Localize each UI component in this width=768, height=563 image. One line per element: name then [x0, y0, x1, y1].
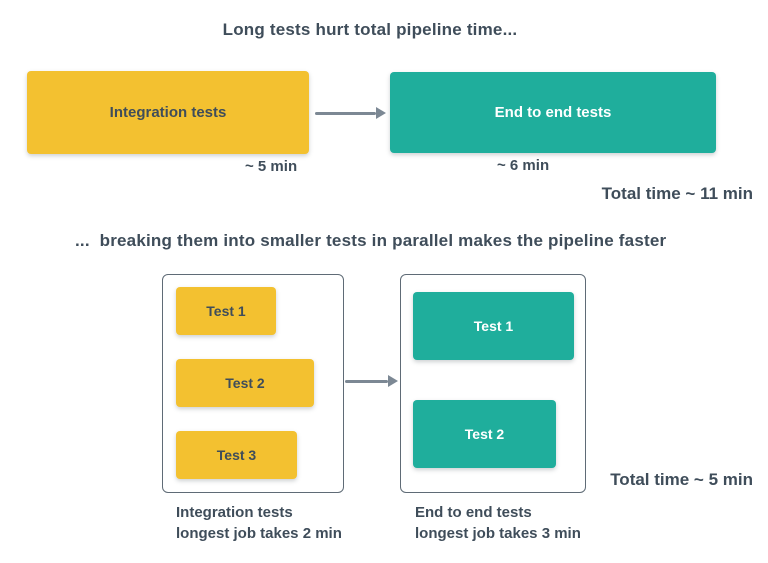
integration-group-caption: Integration tests longest job takes 2 mi…: [176, 502, 342, 544]
integration-test-1-label: Test 1: [206, 303, 246, 319]
arrow-head: [388, 375, 398, 387]
end-to-end-tests-box: End to end tests: [390, 72, 716, 153]
section1-title: Long tests hurt total pipeline time...: [222, 20, 518, 39]
flow-arrow-icon: [315, 107, 386, 119]
e2e-test-1-label: Test 1: [473, 318, 514, 334]
e2e-group-caption: End to end tests longest job takes 3 min: [415, 502, 581, 544]
e2e-caption-line2: longest job takes 3 min: [415, 525, 581, 542]
arrow-shaft: [315, 111, 376, 115]
integration-test-3-box: Test 3: [176, 431, 297, 479]
e2e-test-1-box: Test 1: [413, 292, 574, 360]
integration-test-1-box: Test 1: [176, 287, 276, 335]
flow-arrow-icon: [345, 375, 398, 387]
section2-title: ... breaking them into smaller tests in …: [75, 231, 667, 250]
end-to-end-tests-label: End to end tests: [494, 104, 612, 121]
e2e-test-2-label: Test 2: [464, 426, 505, 442]
e2e-time-label: ~ 6 min: [497, 157, 550, 174]
integration-test-2-box: Test 2: [176, 359, 314, 407]
integration-time-label: ~ 5 min: [245, 158, 298, 175]
integration-caption-line2: longest job takes 2 min: [176, 525, 342, 542]
integration-test-2-label: Test 2: [225, 375, 265, 391]
integration-caption-line1: Integration tests: [176, 504, 293, 521]
integration-test-3-label: Test 3: [216, 447, 257, 463]
e2e-caption-line1: End to end tests: [415, 504, 532, 521]
integration-group-container: Test 1 Test 2 Test 3: [162, 274, 344, 493]
total-time-serial: Total time ~ 11 min: [601, 184, 753, 203]
arrow-head: [376, 107, 386, 119]
e2e-test-2-box: Test 2: [413, 400, 556, 468]
total-time-parallel: Total time ~ 5 min: [610, 470, 753, 489]
arrow-shaft: [345, 379, 388, 383]
e2e-group-container: Test 1 Test 2: [400, 274, 586, 493]
integration-tests-label: Integration tests: [109, 104, 227, 121]
integration-tests-box: Integration tests: [27, 71, 309, 154]
